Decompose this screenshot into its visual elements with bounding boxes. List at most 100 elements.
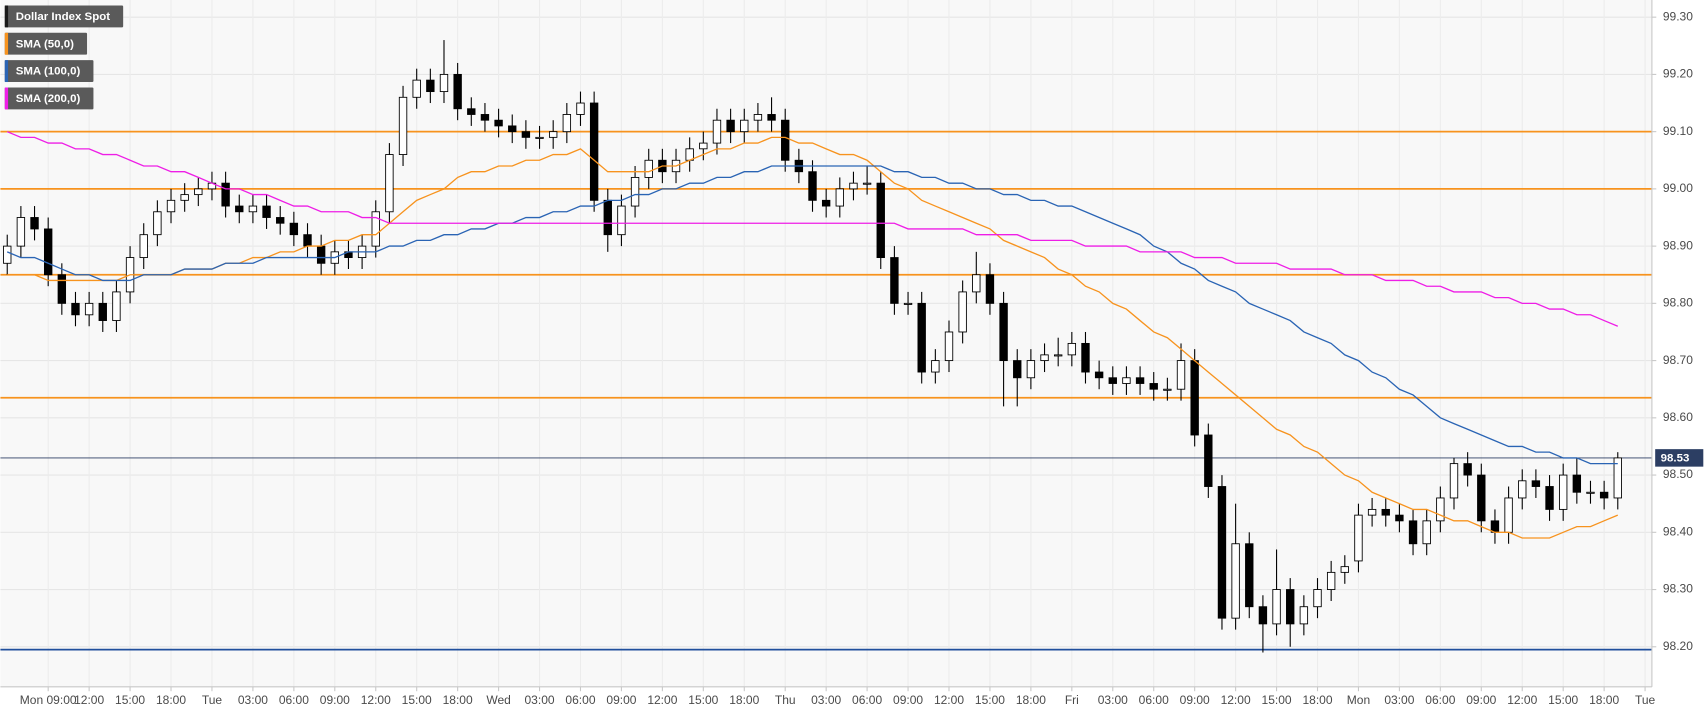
candle-body: [890, 257, 899, 304]
legend: Dollar Index Spot SMA (50,0) SMA (100,0) SM…: [4, 5, 124, 110]
candle-body: [1477, 474, 1486, 522]
candle-body: [1013, 360, 1022, 379]
candle-body: [972, 274, 981, 293]
x-tick-label: 12:00: [934, 693, 964, 707]
candle-body: [1026, 360, 1036, 379]
x-tick-label: 12:00: [1221, 693, 1251, 707]
x-tick-label: 12:00: [74, 693, 104, 707]
candle-body: [1245, 543, 1254, 608]
x-tick-label: Fri: [1065, 693, 1079, 707]
x-tick-label: 06:00: [1139, 693, 1169, 707]
x-tick-label: 12:00: [647, 693, 677, 707]
x-tick-label: 09:00: [606, 693, 636, 707]
candle-body: [821, 199, 831, 207]
candle-body: [1204, 434, 1213, 487]
sma-line: [7, 136, 1619, 539]
legend-box: [4, 60, 94, 83]
y-tick-label: 98.50: [1663, 467, 1693, 481]
legend-label: SMA (50,0): [16, 38, 74, 50]
candle-body: [180, 194, 189, 201]
candle-body: [521, 131, 531, 138]
candle-body: [699, 142, 708, 150]
y-tick-label: 99.20: [1663, 67, 1693, 81]
x-tick-label: 15:00: [975, 693, 1005, 707]
candle-body: [1286, 589, 1295, 625]
x-tick-label: Wed: [486, 693, 511, 707]
candle-body: [1367, 508, 1377, 516]
candle-body: [1518, 480, 1527, 499]
candle-body: [1313, 589, 1322, 608]
candle-body: [903, 302, 913, 305]
legend-swatch: [4, 32, 9, 55]
candle-body: [958, 291, 967, 333]
x-tick-label: 15:00: [688, 693, 718, 707]
x-tick-label: 06:00: [1425, 693, 1455, 707]
candle-body: [1135, 377, 1145, 384]
candle-body: [1340, 566, 1349, 573]
x-tick-label: 09:00: [1466, 693, 1496, 707]
y-tick-label: 99.10: [1663, 124, 1693, 138]
candle-body: [1586, 491, 1595, 494]
candle-body: [289, 222, 299, 236]
sma-line: [6, 165, 1618, 465]
candle-body: [726, 119, 735, 133]
candle-body: [1613, 457, 1622, 499]
candle-body: [494, 119, 503, 127]
candle-body: [3, 245, 12, 264]
candle-body: [112, 291, 121, 321]
x-tick-label: 18:00: [729, 693, 759, 707]
candle-body: [576, 102, 585, 115]
candle-body: [57, 274, 67, 304]
y-tick-label: 98.80: [1663, 296, 1693, 310]
candle-body: [1176, 360, 1186, 390]
sma-line: [6, 131, 1619, 327]
candle-body: [43, 228, 53, 276]
legend-label: SMA (200,0): [16, 93, 81, 105]
x-tick-label: 09:00: [1180, 693, 1210, 707]
candle-body: [1572, 474, 1582, 493]
x-tick-label: Mon 09:00: [20, 693, 77, 707]
y-tick-label: 99.30: [1663, 9, 1693, 23]
y-tick-label: 98.30: [1663, 582, 1693, 596]
candle-body: [248, 205, 258, 213]
candle-body: [548, 131, 558, 138]
marks: [0, 40, 1652, 653]
candle-body: [1190, 360, 1199, 436]
candle-body: [385, 154, 394, 213]
candle-body: [412, 79, 421, 98]
candle-body: [999, 302, 1008, 362]
candle-body: [276, 217, 285, 224]
candle-body: [753, 114, 763, 121]
candle-body: [617, 205, 626, 236]
candle-body: [944, 331, 954, 362]
candle-body: [1381, 508, 1390, 516]
candle-body: [767, 114, 776, 121]
candle-body: [439, 73, 449, 93]
y-tick-label: 99.00: [1663, 181, 1693, 195]
candle-body: [16, 217, 26, 247]
y-tick-label: 98.60: [1663, 410, 1693, 424]
candle-body: [1558, 474, 1568, 510]
candle-body: [1163, 388, 1172, 391]
candle-body: [166, 199, 176, 213]
candle-body: [985, 274, 995, 304]
y-tick-label: 98.90: [1663, 238, 1693, 252]
candle-body: [849, 182, 858, 190]
candle-body: [480, 114, 490, 121]
x-tick-label: 18:00: [1302, 693, 1332, 707]
legend-box: [4, 32, 88, 55]
x-tick-label: 09:00: [893, 693, 923, 707]
candle-body: [1354, 514, 1363, 562]
candle-body: [303, 234, 312, 247]
x-tick-label: Mon: [1347, 693, 1370, 707]
candle-body: [98, 302, 107, 321]
candle-body: [740, 119, 749, 133]
candle-body: [781, 119, 790, 161]
candle-body: [1272, 589, 1281, 625]
candle-body: [876, 182, 885, 259]
candle-body: [1463, 463, 1472, 476]
candle-body: [30, 217, 39, 230]
candle-body: [1531, 480, 1541, 487]
candle-body: [1053, 354, 1063, 357]
